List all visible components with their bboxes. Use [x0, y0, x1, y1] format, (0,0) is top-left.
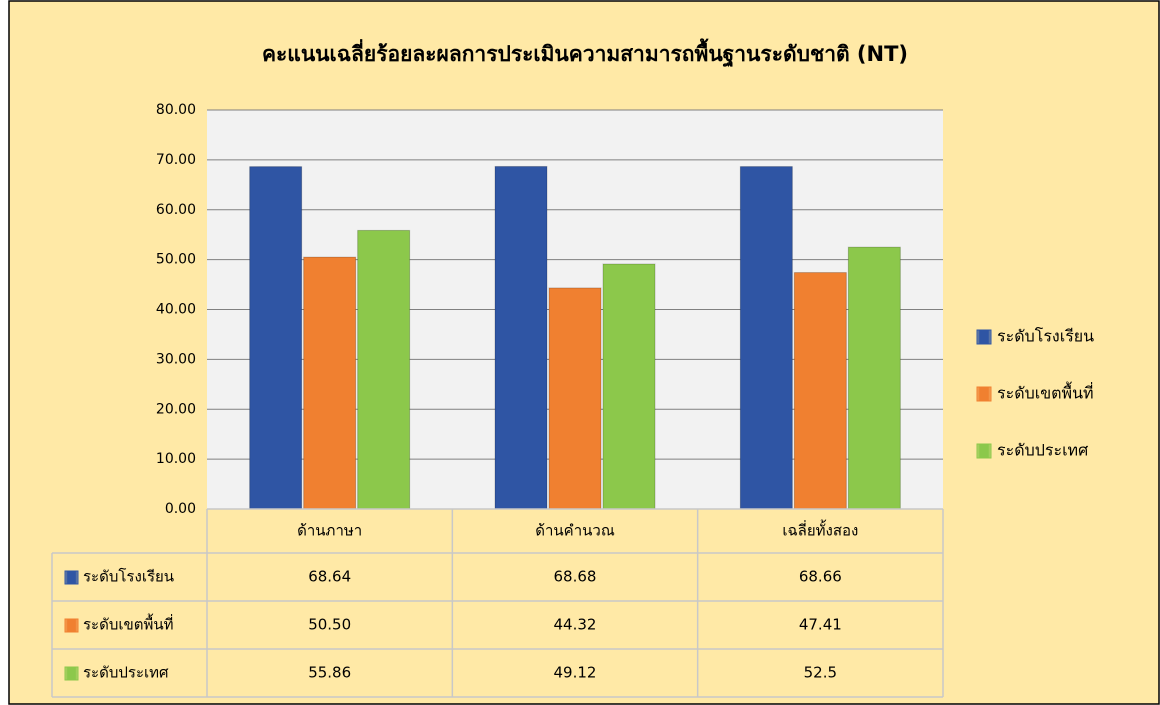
x-tick-label: ด้านภาษา	[297, 522, 362, 540]
data-label: 49.12	[554, 664, 597, 682]
table-row-label: ระดับประเทศ	[83, 664, 169, 682]
data-label: 55.86	[308, 664, 351, 682]
y-tick-label: 80.00	[156, 102, 196, 118]
legend-key	[976, 386, 992, 402]
table-legend-key	[64, 618, 79, 633]
bar-shade	[793, 272, 847, 510]
y-tick-label: 0.00	[165, 501, 196, 517]
table-legend-key	[64, 666, 79, 681]
y-tick-label: 50.00	[156, 252, 196, 268]
bar-shade	[602, 263, 656, 510]
data-label: 68.64	[308, 568, 351, 586]
data-label: 50.50	[308, 616, 351, 634]
table-row-label: ระดับโรงเรียน	[83, 568, 174, 586]
data-label: 68.66	[799, 568, 842, 586]
bar-shade	[494, 165, 548, 510]
data-label: 44.32	[554, 616, 597, 634]
data-label: 47.41	[799, 616, 842, 634]
legend-label: ระดับโรงเรียน	[997, 327, 1094, 346]
legend-label: ระดับประเทศ	[997, 441, 1088, 460]
y-tick-label: 40.00	[156, 302, 196, 318]
data-label: 52.5	[804, 664, 837, 682]
y-tick-label: 70.00	[156, 152, 196, 168]
y-tick-label: 60.00	[156, 202, 196, 218]
bar-shade	[847, 246, 901, 510]
y-tick-label: 10.00	[156, 451, 196, 467]
table-row-label: ระดับเขตพื้นที่	[83, 614, 174, 634]
chart-title: คะแนนเฉลี่ยร้อยละผลการประเมินความสามารถพ…	[262, 38, 908, 68]
legend-key	[976, 443, 992, 459]
bar-shade	[739, 166, 793, 510]
table-legend-key	[64, 570, 79, 585]
data-label: 68.68	[554, 568, 597, 586]
bar-shade	[548, 287, 602, 510]
x-tick-label: เฉลี่ยทั้งสอง	[782, 520, 858, 540]
y-tick-label: 20.00	[156, 401, 196, 417]
bar-shade	[249, 166, 303, 510]
legend-label: ระดับเขตพื้นที่	[997, 382, 1094, 403]
x-tick-label: ด้านคำนวณ	[535, 522, 615, 540]
legend-key	[976, 329, 992, 345]
y-tick-label: 30.00	[156, 351, 196, 367]
bar-shade	[303, 256, 357, 510]
bar-shade	[357, 229, 411, 510]
